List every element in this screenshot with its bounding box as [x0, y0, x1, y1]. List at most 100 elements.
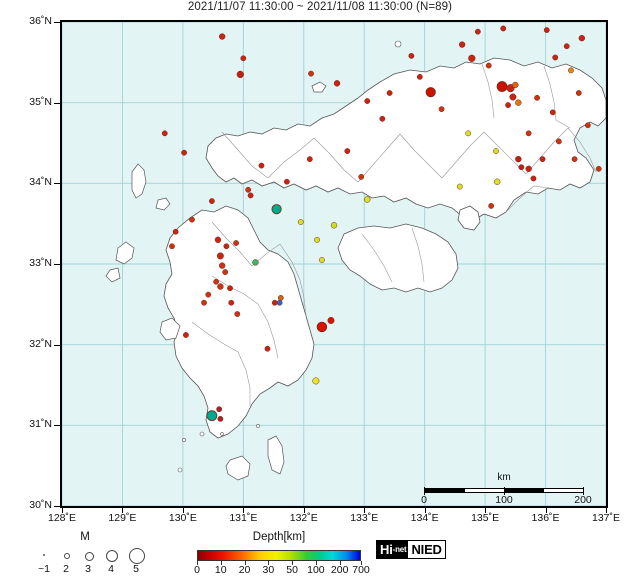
epicenter-marker[interactable]: [277, 294, 284, 301]
epicenter-marker[interactable]: [223, 243, 230, 250]
epicenter-marker[interactable]: [206, 410, 218, 422]
epicenter-marker[interactable]: [575, 90, 582, 96]
epicenter-marker[interactable]: [222, 269, 229, 275]
epicenter-marker[interactable]: [552, 54, 559, 61]
epicenter-marker[interactable]: [234, 311, 241, 317]
depth-tick: [197, 561, 198, 565]
epicenter-marker[interactable]: [218, 33, 226, 40]
epicenter-marker[interactable]: [515, 155, 522, 163]
epicenter-marker[interactable]: [458, 41, 466, 48]
epicenter-marker[interactable]: [512, 81, 519, 89]
epicenter-marker[interactable]: [245, 186, 252, 193]
seismicity-map[interactable]: [60, 20, 608, 508]
epicenter-marker[interactable]: [314, 236, 320, 243]
epicenter-marker[interactable]: [252, 259, 259, 266]
epicenter-marker[interactable]: [240, 55, 247, 62]
epicenter-marker[interactable]: [525, 130, 532, 137]
epicenter-marker[interactable]: [181, 149, 187, 156]
latitude-tick: [54, 425, 60, 427]
epicenter-marker[interactable]: [228, 299, 235, 306]
epicenter-marker[interactable]: [465, 130, 472, 137]
epicenter-marker[interactable]: [205, 291, 212, 298]
epicenter-marker[interactable]: [217, 415, 224, 422]
epicenter-marker[interactable]: [169, 243, 175, 250]
epicenter-marker[interactable]: [344, 148, 351, 154]
epicenter-marker[interactable]: [327, 316, 335, 324]
epicenter-marker[interactable]: [468, 54, 476, 62]
epicenter-marker[interactable]: [364, 196, 371, 203]
epicenter-marker[interactable]: [515, 99, 522, 106]
epicenter-marker[interactable]: [416, 73, 423, 80]
epicenter-marker[interactable]: [568, 67, 574, 74]
epicenter-marker[interactable]: [584, 122, 591, 129]
epicenter-marker[interactable]: [358, 173, 365, 180]
epicenter-marker[interactable]: [209, 198, 215, 204]
epicenter-marker[interactable]: [308, 70, 314, 77]
epicenter-marker[interactable]: [386, 90, 393, 96]
epicenter-marker[interactable]: [216, 406, 223, 413]
epicenter-marker[interactable]: [214, 236, 222, 243]
epicenter-marker[interactable]: [379, 115, 386, 122]
epicenter-marker[interactable]: [333, 80, 341, 87]
epicenter-marker[interactable]: [233, 240, 239, 246]
epicenter-marker[interactable]: [474, 28, 481, 35]
epicenter-marker[interactable]: [595, 165, 602, 172]
epicenter-marker[interactable]: [297, 219, 304, 225]
epicenter-marker[interactable]: [494, 178, 501, 185]
epicenter-marker[interactable]: [172, 228, 179, 235]
longitude-label: 130˚E: [168, 512, 197, 524]
epicenter-marker[interactable]: [217, 283, 224, 290]
epicenter-marker[interactable]: [496, 81, 508, 92]
epicenter-marker[interactable]: [425, 87, 436, 98]
magnitude-symbol: [84, 551, 94, 561]
epicenter-marker[interactable]: [201, 299, 207, 306]
epicenter-marker[interactable]: [563, 43, 570, 50]
epicenter-marker[interactable]: [456, 183, 463, 190]
epicenter-marker[interactable]: [555, 138, 562, 145]
longitude-tick: [485, 508, 487, 513]
epicenter-marker[interactable]: [330, 222, 338, 229]
epicenter-marker[interactable]: [534, 94, 540, 101]
epicenter-marker[interactable]: [271, 204, 282, 215]
epicenter-marker[interactable]: [518, 164, 525, 171]
epicenter-marker[interactable]: [271, 299, 278, 306]
epicenter-marker[interactable]: [283, 178, 290, 185]
epicenter-marker[interactable]: [364, 98, 371, 104]
epicenter-marker[interactable]: [578, 34, 586, 42]
epicenter-marker[interactable]: [258, 162, 265, 169]
epicenter-marker[interactable]: [247, 192, 254, 199]
epicenter-marker[interactable]: [525, 165, 532, 173]
epicenter-marker[interactable]: [488, 203, 495, 209]
epicenter-marker[interactable]: [485, 62, 492, 69]
epicenter-marker[interactable]: [319, 257, 325, 263]
epicenter-marker[interactable]: [509, 93, 517, 101]
epicenter-marker[interactable]: [530, 175, 537, 182]
magnitude-label: 4: [108, 563, 114, 575]
epicenter-marker[interactable]: [189, 216, 195, 223]
latitude-label: 34˚N: [29, 176, 52, 189]
epicenter-marker[interactable]: [236, 70, 244, 79]
epicenter-marker[interactable]: [306, 156, 313, 163]
epicenter-marker[interactable]: [183, 332, 189, 338]
epicenter-marker[interactable]: [316, 321, 328, 333]
epicenter-marker[interactable]: [276, 299, 283, 306]
epicenter-marker[interactable]: [161, 130, 168, 137]
epicenter-marker[interactable]: [500, 25, 507, 32]
epicenter-marker[interactable]: [539, 156, 546, 163]
epicenter-marker[interactable]: [264, 345, 271, 352]
depth-legend: Depth[km] 0 10 20 30 50 100 200 700: [186, 531, 372, 577]
epicenter-marker[interactable]: [549, 109, 556, 116]
epicenter-marker[interactable]: [493, 148, 499, 154]
epicenter-marker[interactable]: [438, 106, 445, 113]
epicenter-marker[interactable]: [543, 27, 550, 33]
epicenter-marker[interactable]: [312, 377, 320, 385]
epicenter-marker[interactable]: [505, 102, 511, 108]
epicenter-marker[interactable]: [227, 285, 233, 292]
epicenter-marker[interactable]: [213, 278, 220, 285]
epicenter-marker[interactable]: [218, 262, 226, 269]
epicenter-marker[interactable]: [216, 252, 224, 260]
epicenter-marker[interactable]: [571, 156, 578, 163]
epicenter-marker[interactable]: [408, 52, 415, 59]
epicenter-marker[interactable]: [506, 84, 515, 93]
latitude-label: 31˚N: [29, 418, 52, 431]
